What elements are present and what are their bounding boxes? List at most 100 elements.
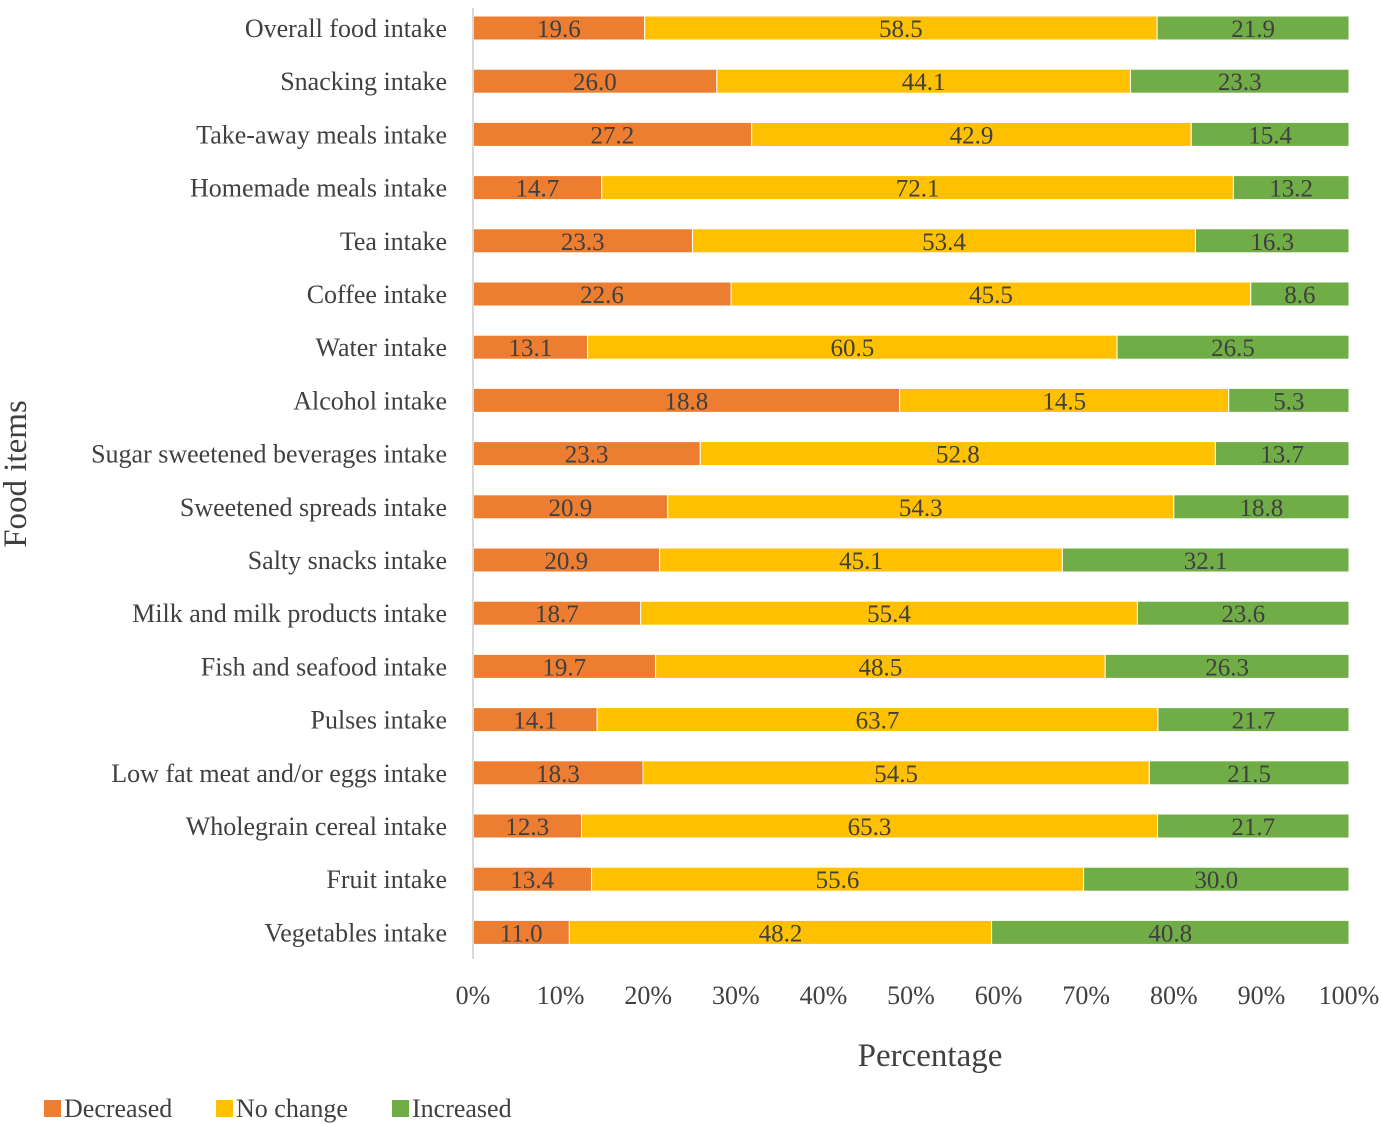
data-label: 45.1 [839, 548, 883, 575]
legend-label: Increased [412, 1094, 512, 1123]
data-label: 14.5 [1042, 388, 1086, 415]
data-label: 48.5 [859, 654, 903, 681]
data-label: 27.2 [590, 122, 634, 149]
bar-segment-increased [1214, 441, 1350, 467]
bar-segment-increased [1148, 760, 1350, 786]
data-label: 13.7 [1260, 442, 1304, 469]
legend-item-decreased: Decreased [44, 1094, 172, 1123]
data-label: 53.4 [922, 229, 966, 256]
data-label: 26.3 [1205, 654, 1249, 681]
category-label: Low fat meat and/or eggs intake [111, 759, 447, 788]
bar-segment-increased [1104, 653, 1350, 679]
category-label: Tea intake [340, 227, 447, 256]
data-label: 40.8 [1148, 920, 1192, 947]
data-label: 21.7 [1232, 708, 1276, 735]
data-label: 55.6 [816, 867, 860, 894]
bar-segment-increased [1129, 68, 1350, 94]
category-label: Water intake [316, 333, 447, 362]
data-label: 12.3 [505, 814, 549, 841]
y-axis-title: Food items [0, 400, 34, 548]
data-label: 44.1 [902, 69, 946, 96]
category-label: Coffee intake [307, 280, 447, 309]
data-label: 15.4 [1248, 122, 1292, 149]
category-label: Pulses intake [311, 706, 448, 735]
x-tick-label: 60% [975, 981, 1023, 1010]
bar-segment-no-change [568, 919, 993, 945]
x-tick-label: 70% [1062, 981, 1110, 1010]
bar-segment-increased [1250, 281, 1350, 307]
data-label: 21.5 [1227, 761, 1271, 788]
bar-segment-increased [1173, 494, 1350, 520]
bar-segment-increased [1083, 866, 1350, 892]
bar-segment-decreased [472, 387, 901, 413]
data-label: 22.6 [580, 282, 624, 309]
bar-segment-no-change [596, 707, 1159, 733]
data-label: 21.7 [1231, 814, 1275, 841]
bar-segment-increased [1157, 707, 1350, 733]
x-tick-label: 40% [800, 981, 848, 1010]
bar-segment-no-change [655, 653, 1106, 679]
data-label: 18.8 [664, 388, 708, 415]
data-label: 54.5 [874, 761, 918, 788]
data-label: 26.5 [1211, 335, 1255, 362]
category-label: Sweetened spreads intake [180, 493, 447, 522]
x-tick-label: 50% [887, 981, 935, 1010]
data-label: 18.7 [535, 601, 579, 628]
x-tick-label: 100% [1319, 981, 1380, 1010]
data-label: 52.8 [936, 442, 980, 469]
bar-segment-decreased [472, 653, 657, 679]
bar-segment-no-change [730, 281, 1252, 307]
category-label: Take-away meals intake [196, 120, 447, 149]
data-label: 23.6 [1221, 601, 1265, 628]
data-label: 58.5 [879, 16, 923, 43]
category-label: Salty snacks intake [248, 546, 447, 575]
category-label: Milk and milk products intake [132, 599, 447, 628]
data-label: 30.0 [1194, 867, 1238, 894]
x-tick-labels: 0% 10% 20% 30% 40% 50% 60% 70% 80% 90% 100% [456, 981, 1380, 1010]
bar-segment-decreased [472, 15, 646, 41]
bar-segment-increased [1136, 600, 1350, 626]
bar-segment-decreased [472, 813, 583, 839]
bar-segment-increased [991, 919, 1350, 945]
data-label: 18.3 [536, 761, 580, 788]
legend: Decreased No change Increased [44, 1094, 512, 1123]
data-label: 60.5 [830, 335, 874, 362]
bar-segment-decreased [472, 547, 661, 573]
data-label: 55.4 [867, 601, 911, 628]
bar-segment-no-change [644, 15, 1158, 41]
data-label: 42.9 [950, 122, 994, 149]
bar-segment-no-change [899, 387, 1230, 413]
data-label: 54.3 [899, 495, 943, 522]
x-tick-label: 90% [1238, 981, 1286, 1010]
category-label: Alcohol intake [293, 386, 447, 415]
data-label: 63.7 [856, 708, 900, 735]
data-label: 19.7 [542, 654, 586, 681]
legend-label: Decreased [64, 1094, 172, 1123]
bar-segment-decreased [472, 760, 644, 786]
data-label: 16.3 [1250, 229, 1294, 256]
legend-label: No change [236, 1094, 348, 1123]
bar-segment-increased [1232, 175, 1350, 201]
data-label: 19.6 [537, 16, 581, 43]
bar-segment-increased [1194, 228, 1350, 254]
data-label: 13.1 [508, 335, 552, 362]
bar-segment-decreased [472, 707, 598, 733]
category-label: Overall food intake [245, 14, 447, 43]
data-label: 13.2 [1269, 176, 1313, 203]
bar-segment-no-change [591, 866, 1085, 892]
bar-segment-decreased [472, 175, 603, 201]
bar-segment-no-change [581, 813, 1159, 839]
category-labels: Overall food intake Snacking intake Take-a… [91, 14, 447, 947]
category-label: Vegetables intake [264, 918, 447, 947]
bar-segment-decreased [472, 600, 642, 626]
legend-item-increased: Increased [392, 1094, 512, 1123]
x-tick-label: 20% [624, 981, 672, 1010]
x-tick-label: 80% [1150, 981, 1198, 1010]
bar-segment-no-change [716, 68, 1131, 94]
bar-segment-increased [1061, 547, 1350, 573]
data-label: 48.2 [759, 920, 803, 947]
legend-swatch [44, 1100, 61, 1117]
bar-segment-increased [1157, 813, 1350, 839]
bar-segment-increased [1156, 15, 1350, 41]
